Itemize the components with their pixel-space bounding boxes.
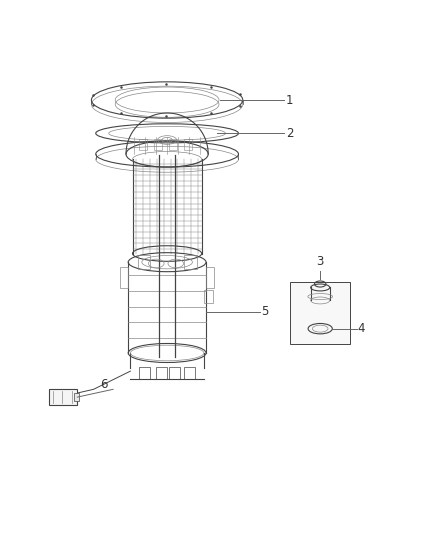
Bar bbox=[74, 393, 79, 401]
Bar bbox=[139, 367, 150, 379]
Bar bbox=[184, 367, 195, 379]
Bar bbox=[184, 255, 197, 269]
Bar bbox=[184, 139, 192, 150]
Bar bbox=[156, 367, 167, 379]
Bar bbox=[206, 266, 214, 288]
Bar bbox=[138, 255, 150, 269]
Text: 5: 5 bbox=[261, 305, 269, 318]
Text: 3: 3 bbox=[317, 255, 324, 268]
Text: 4: 4 bbox=[358, 322, 365, 335]
Bar bbox=[154, 139, 162, 150]
Bar bbox=[169, 139, 177, 150]
Bar bbox=[204, 290, 213, 303]
Bar bbox=[49, 389, 78, 405]
Text: 6: 6 bbox=[100, 378, 108, 392]
Bar bbox=[169, 367, 180, 379]
Bar bbox=[290, 281, 350, 344]
Bar bbox=[120, 266, 128, 288]
Text: 1: 1 bbox=[286, 93, 293, 107]
Text: 2: 2 bbox=[286, 127, 293, 140]
Bar bbox=[139, 139, 147, 150]
